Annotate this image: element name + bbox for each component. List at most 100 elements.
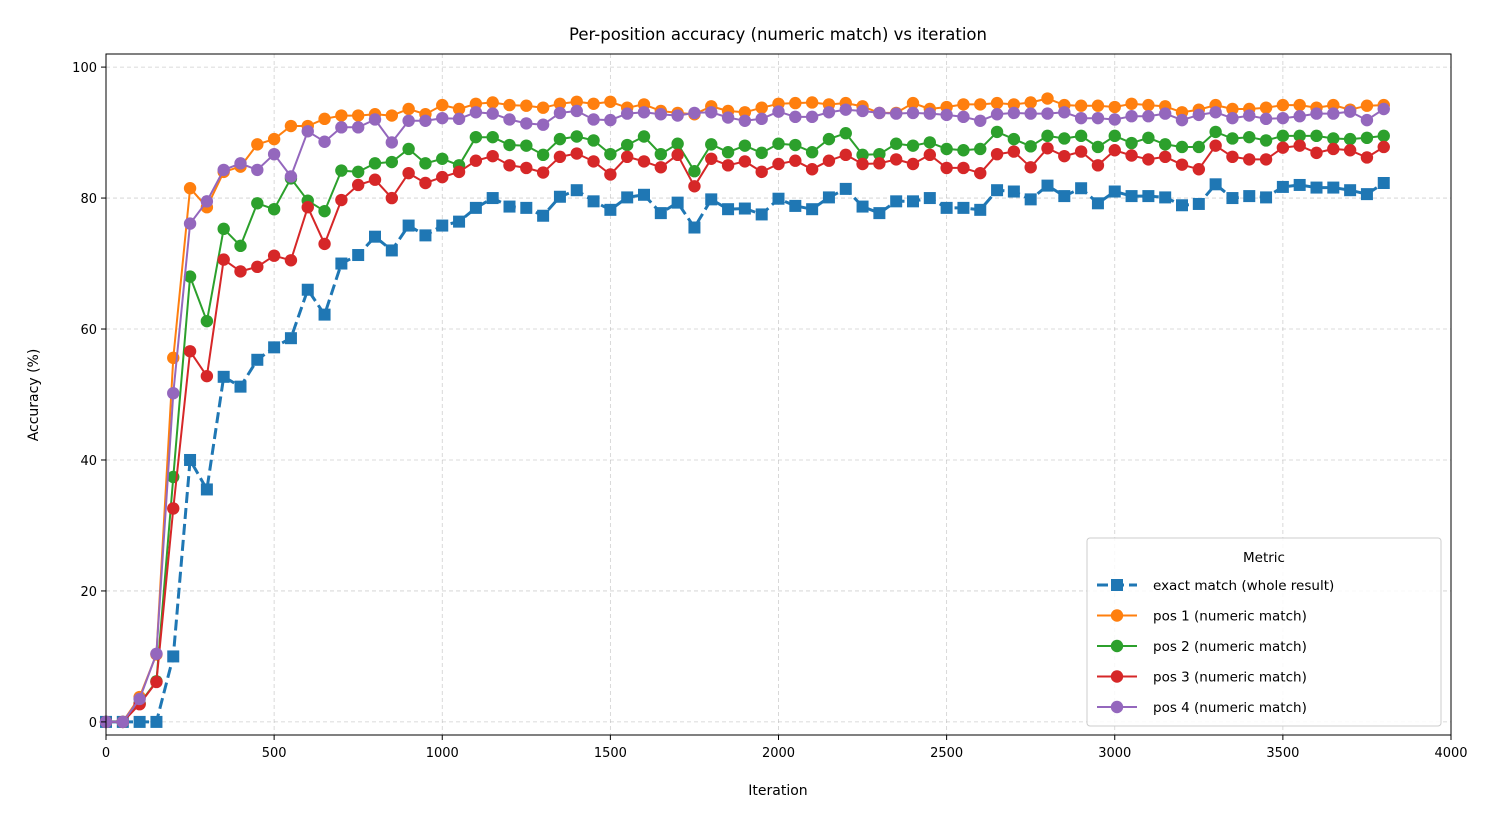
data-point [604, 168, 617, 181]
data-point [1142, 110, 1155, 123]
data-point [520, 161, 533, 175]
data-point [1226, 132, 1239, 145]
data-point [621, 191, 634, 204]
data-point [1108, 113, 1121, 126]
data-point [789, 96, 802, 110]
data-point [183, 270, 197, 283]
data-point [1192, 140, 1206, 154]
data-point [1091, 99, 1105, 112]
data-point [856, 104, 869, 118]
data-point [402, 102, 415, 116]
x-tick-label: 3000 [1098, 746, 1131, 761]
data-point [738, 139, 752, 152]
data-point [957, 98, 970, 111]
data-point [1293, 129, 1306, 143]
data-point [738, 155, 752, 168]
data-point [1259, 153, 1273, 166]
data-point [705, 106, 718, 119]
data-point [957, 144, 970, 157]
data-point [1158, 150, 1172, 164]
data-point [184, 453, 197, 466]
data-point [940, 142, 953, 156]
data-point [889, 153, 903, 166]
data-point [1343, 144, 1357, 157]
data-point [1276, 129, 1290, 143]
data-point [688, 221, 701, 234]
data-point [1192, 197, 1205, 210]
data-point [1310, 181, 1323, 194]
legend-items: exact match (whole result) pos 1 (numeric… [1097, 578, 1334, 716]
data-point [1058, 132, 1071, 145]
data-point [1377, 176, 1390, 189]
data-point [234, 265, 247, 278]
data-point [1344, 184, 1357, 197]
data-point [150, 647, 163, 661]
data-point [402, 114, 415, 127]
data-point [1343, 105, 1357, 118]
series-1 [100, 176, 1390, 728]
data-point [789, 154, 802, 167]
data-point [1276, 141, 1290, 154]
data-point [856, 148, 869, 162]
data-point [721, 146, 735, 159]
data-point [1327, 142, 1340, 156]
data-point [620, 138, 634, 152]
data-point [486, 192, 499, 205]
data-point [755, 101, 768, 114]
data-point [1125, 136, 1138, 150]
data-point [1058, 190, 1071, 203]
data-point [284, 119, 298, 133]
data-point [1377, 102, 1390, 116]
data-point [822, 132, 836, 146]
data-point [1074, 145, 1088, 158]
chart-title: Per-position accuracy (numeric match) vs… [569, 25, 987, 44]
data-point [1327, 181, 1340, 194]
x-tick-label: 4000 [1434, 746, 1467, 761]
legend-label: pos 3 (numeric match) [1153, 670, 1307, 686]
data-point [1259, 112, 1273, 126]
data-point [805, 163, 819, 176]
data-point [1293, 178, 1306, 191]
data-point [890, 195, 903, 208]
data-point [1024, 96, 1037, 109]
data-point [772, 157, 785, 171]
data-point [385, 155, 399, 169]
data-point [1192, 163, 1206, 176]
y-tick-label: 100 [72, 61, 97, 76]
data-point [452, 102, 466, 116]
legend-marker [1110, 670, 1124, 683]
data-point [536, 166, 550, 179]
data-point [368, 173, 382, 186]
data-point [1125, 97, 1138, 110]
data-point [1175, 140, 1189, 154]
data-point [1327, 132, 1340, 145]
data-point [553, 132, 567, 146]
data-point [251, 197, 264, 210]
data-point [335, 257, 348, 270]
data-point [116, 715, 130, 729]
data-point [654, 147, 668, 161]
data-point [1041, 92, 1054, 105]
data-point [789, 110, 802, 124]
data-point [806, 203, 819, 216]
legend-marker [1111, 579, 1123, 591]
data-point [1024, 193, 1037, 206]
data-point [654, 207, 667, 220]
data-point [1327, 98, 1340, 112]
data-point [1259, 134, 1273, 147]
data-point [1041, 142, 1054, 155]
data-point [1175, 158, 1189, 171]
data-point [553, 150, 567, 164]
data-point [1142, 98, 1155, 112]
data-point [1377, 129, 1390, 143]
data-point [873, 157, 886, 170]
data-point [436, 98, 449, 112]
data-point [301, 201, 314, 214]
data-point [1310, 129, 1323, 143]
data-point [217, 370, 230, 383]
data-point [923, 107, 937, 120]
data-point [1142, 131, 1155, 145]
data-point [1158, 107, 1172, 120]
legend-item: pos 2 (numeric match) [1097, 639, 1307, 655]
data-point [570, 130, 583, 143]
